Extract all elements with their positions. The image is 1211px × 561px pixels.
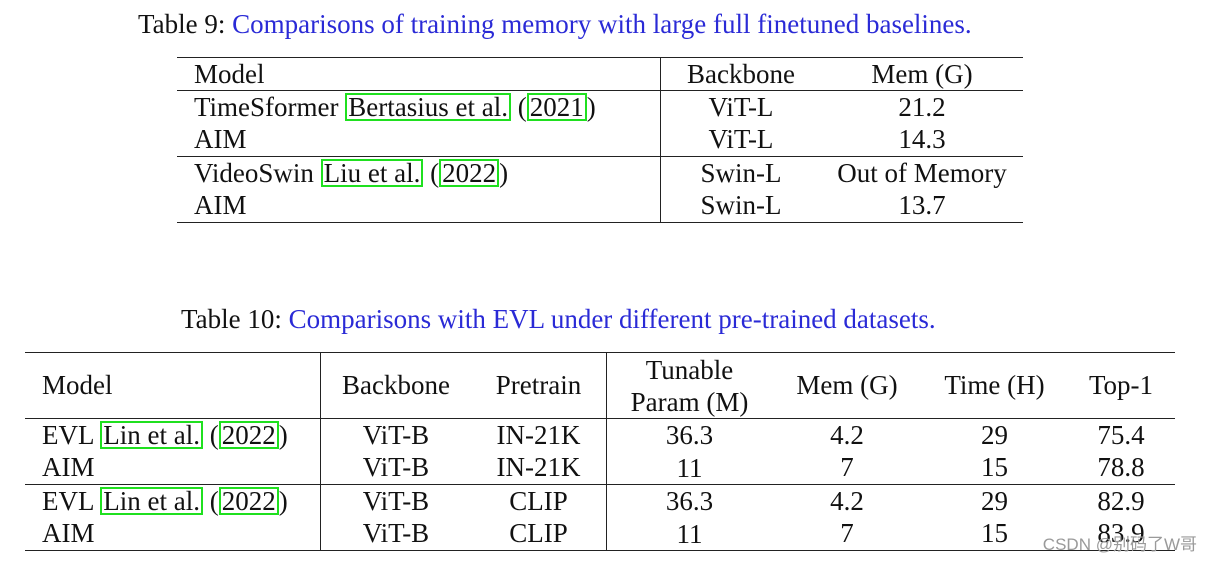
citation-year-link[interactable]: 2021 xyxy=(526,92,587,121)
top1-cell: 83.9 xyxy=(1097,518,1145,549)
time-cell: 15 xyxy=(981,452,1008,483)
backbone-cell: ViT-B xyxy=(362,518,430,549)
mem-cell: 13.7 xyxy=(898,190,946,221)
time-cell: 29 xyxy=(981,419,1008,450)
time-cell: 29 xyxy=(981,485,1008,516)
backbone-cell: ViT-B xyxy=(362,485,430,516)
table-row: AIM ViT-L 14.3 xyxy=(177,123,1023,157)
table-row: AIM ViT-B CLIP 11 7 15 83.9 xyxy=(25,517,1175,551)
top1-cell: 75.4 xyxy=(1097,419,1145,450)
param-cell: 36.3 xyxy=(665,486,714,517)
table10-header-pretrain: Pretrain xyxy=(471,352,607,419)
table9-header-mem: Mem (G) xyxy=(871,58,973,89)
backbone-cell: ViT-L xyxy=(708,91,774,122)
table9: Model Backbone Mem (G) TimeSformer Berta… xyxy=(177,57,1023,223)
table10-header-time: Time (H) xyxy=(944,370,1045,400)
backbone-cell: ViT-L xyxy=(708,124,774,155)
top1-cell: 82.9 xyxy=(1097,485,1145,516)
table-row: AIM Swin-L 13.7 xyxy=(177,189,1023,223)
table10-header-top1: Top-1 xyxy=(1088,370,1154,400)
watermark: CSDN @别码了W哥 xyxy=(1042,535,1197,554)
citation-author-link[interactable]: Liu et al. xyxy=(320,158,424,187)
mem-cell: 21.2 xyxy=(898,91,946,122)
pretrain-cell: IN-21K xyxy=(471,451,607,485)
backbone-cell: Swin-L xyxy=(700,190,782,221)
pretrain-cell: CLIP xyxy=(471,484,607,518)
backbone-cell: Swin-L xyxy=(700,157,782,188)
backbone-cell: ViT-B xyxy=(362,419,430,450)
model-name: VideoSwin xyxy=(194,157,314,188)
model-name: TimeSformer xyxy=(194,91,339,122)
table10-header-row: Model Backbone Pretrain Tunable Param (M… xyxy=(25,352,1175,419)
table10-caption-label: Table 10: xyxy=(181,304,282,334)
mem-cell: 4.2 xyxy=(830,419,864,450)
table10-header-mem: Mem (G) xyxy=(796,370,898,400)
mem-cell: Out of Memory xyxy=(837,157,1007,188)
table-row: AIM ViT-B IN-21K 11 7 15 78.8 xyxy=(25,451,1175,485)
table10: Model Backbone Pretrain Tunable Param (M… xyxy=(25,352,1175,551)
table10-caption: Table 10: Comparisons with EVL under dif… xyxy=(181,304,936,334)
table9-header-row: Model Backbone Mem (G) xyxy=(177,57,1023,91)
model-name: AIM xyxy=(25,517,321,551)
table-row: VideoSwin Liu et al. (2022) Swin-L Out o… xyxy=(177,156,1023,190)
tunable-label: Tunable xyxy=(645,354,734,385)
table10-header-model: Model xyxy=(25,352,321,419)
model-name: EVL xyxy=(42,485,94,516)
param-cell: 11 xyxy=(676,452,703,483)
param-cell: 36.3 xyxy=(665,420,714,451)
citation-author-link[interactable]: Lin et al. xyxy=(100,486,203,515)
pretrain-cell: IN-21K xyxy=(471,418,607,452)
table10-header-backbone: Backbone xyxy=(342,370,450,400)
pretrain-cell: CLIP xyxy=(471,517,607,551)
citation-year-link[interactable]: 2022 xyxy=(218,420,279,449)
mem-cell: 4.2 xyxy=(830,485,864,516)
table10-caption-text[interactable]: Comparisons with EVL under different pre… xyxy=(288,304,936,334)
citation-year-link[interactable]: 2022 xyxy=(218,486,279,515)
mem-cell: 14.3 xyxy=(898,124,946,155)
citation-year-link[interactable]: 2022 xyxy=(439,158,500,187)
param-label: Param (M) xyxy=(630,386,749,417)
table9-caption-label: Table 9: xyxy=(138,9,226,39)
citation-author-link[interactable]: Lin et al. xyxy=(100,420,203,449)
model-name: AIM xyxy=(177,123,661,157)
backbone-cell: ViT-B xyxy=(362,452,430,483)
table-row: EVL Lin et al. (2022) ViT-B CLIP 36.3 4.… xyxy=(25,484,1175,518)
table-row: EVL Lin et al. (2022) ViT-B IN-21K 36.3 … xyxy=(25,418,1175,452)
table-row: TimeSformer Bertasius et al. (2021) ViT-… xyxy=(177,90,1023,124)
table10-header-tunable-param: Tunable Param (M) xyxy=(607,353,773,419)
param-cell: 11 xyxy=(676,518,703,549)
top1-cell: 78.8 xyxy=(1097,452,1145,483)
table9-header-model: Model xyxy=(177,57,661,91)
table9-header-backbone: Backbone xyxy=(687,58,795,89)
model-name: AIM xyxy=(25,451,321,485)
model-name: EVL xyxy=(42,419,94,450)
mem-cell: 7 xyxy=(840,518,854,549)
mem-cell: 7 xyxy=(840,452,854,483)
table9-caption-text[interactable]: Comparisons of training memory with larg… xyxy=(232,9,972,39)
citation-author-link[interactable]: Bertasius et al. xyxy=(345,92,511,121)
model-name: AIM xyxy=(177,189,661,223)
time-cell: 15 xyxy=(981,518,1008,549)
table9-caption: Table 9: Comparisons of training memory … xyxy=(138,9,972,39)
